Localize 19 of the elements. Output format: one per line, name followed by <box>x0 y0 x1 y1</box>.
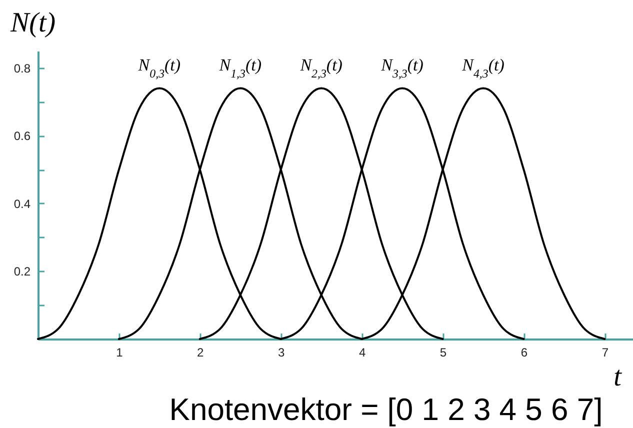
y-axis-title: N(t) <box>10 8 56 38</box>
x-tick-label: 6 <box>520 346 528 360</box>
series-label: N$_{3,3}$(t) <box>380 55 424 80</box>
series-label: N$_{1,3}$(t) <box>218 55 262 80</box>
x-tick-label: 4 <box>358 346 366 360</box>
x-tick-label: 5 <box>440 346 447 360</box>
y-tick-label: 0.4 <box>14 196 31 211</box>
x-tick-label: 2 <box>197 346 204 360</box>
x-tick-label: 3 <box>278 346 286 360</box>
x-axis-title: t <box>614 362 623 392</box>
y-tick-label: 0.6 <box>14 129 31 144</box>
series-label: N$_{0,3}$(t) <box>137 55 181 80</box>
series-label: N$_{2,3}$(t) <box>299 55 343 80</box>
text: Knotenvektor = [0 1 2 3 4 5 6 7] <box>169 392 603 427</box>
x-tick-label: 1 <box>116 346 124 360</box>
x-tick-label: 7 <box>602 346 609 360</box>
y-tick-label: 0.8 <box>14 61 31 76</box>
y-tick-label: 0.2 <box>14 264 31 279</box>
series-label: N$_{4,3}$(t) <box>461 55 505 80</box>
